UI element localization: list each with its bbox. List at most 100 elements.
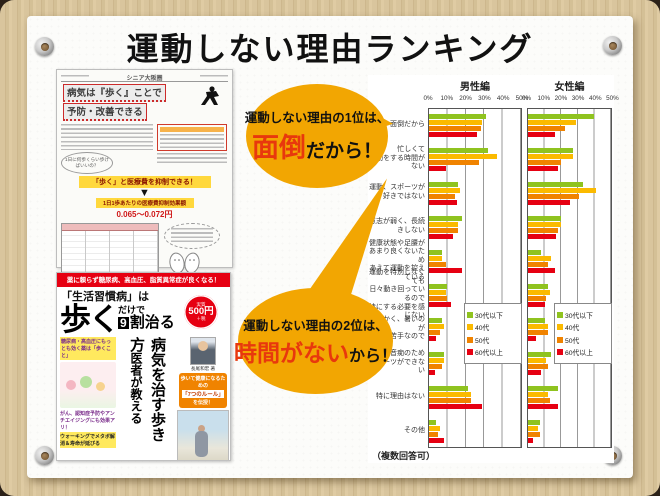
bar (528, 154, 573, 159)
bar (429, 404, 483, 409)
book-series-title: 「生活習慣病」は (61, 290, 149, 303)
bar (528, 194, 580, 199)
bar (528, 188, 597, 193)
legend-label: 60代以上 (565, 350, 593, 357)
bar (528, 148, 573, 153)
category-label: 意志が弱く、長続きしない (368, 210, 425, 244)
jogging-woman-photo (177, 409, 229, 460)
book-left-box: 糖尿病・高血圧にもっとも効く薬は「歩くこと」 (60, 336, 117, 360)
x-tick: 10% (440, 95, 454, 102)
x-tick: 40% (496, 95, 510, 102)
bar-group (429, 313, 521, 347)
category-label-line: あえて運動を控えている (369, 265, 425, 281)
bar (429, 386, 468, 391)
legend-swatch (557, 336, 563, 343)
legend-swatch (467, 311, 473, 318)
x-tick: 50% (515, 95, 529, 102)
bubble2-line1: 運動しない理由の2位は、 (243, 318, 388, 333)
bar-group (528, 313, 611, 347)
legend-label: 30代以下 (475, 312, 503, 320)
legend-swatch (557, 311, 563, 318)
bar (528, 126, 565, 131)
bar (429, 426, 441, 431)
bar (429, 364, 442, 369)
flyer-question-bubble: 1日に何歩くらい歩けばいいの？ (61, 152, 113, 174)
bar (429, 370, 435, 375)
bar (528, 256, 552, 261)
bar (429, 420, 437, 425)
flyer-red-box (157, 124, 227, 151)
speech-bubble-rank2: 運動しない理由の2位は、 時間がないから！ (234, 288, 397, 394)
bar-group (429, 177, 521, 211)
bar (429, 194, 455, 199)
grommet-bottom-left (35, 446, 54, 465)
bar (429, 166, 446, 171)
flyer-highlight-1: 「歩く」と医療費を抑制できる！ (78, 176, 211, 188)
bar-group (528, 177, 611, 211)
bar-group (429, 109, 521, 143)
bar-group (429, 245, 521, 279)
bar (528, 420, 540, 425)
bar-group (528, 347, 611, 381)
bar (429, 392, 472, 397)
bar (429, 182, 459, 187)
bar (528, 182, 583, 187)
bar (528, 114, 595, 119)
legend-swatch (467, 324, 473, 330)
x-tick: 20% (554, 95, 568, 102)
flyer-masthead: シニア大阪圏 (126, 75, 163, 82)
legend-male: 30代以下 40代 50代 60代以上 (464, 303, 522, 364)
bubble1-highlight: 面倒 (251, 133, 306, 163)
down-arrow-icon: ▼ (139, 187, 150, 199)
flyer-body: 1日に何歩くらい歩けばいいの？ (61, 124, 228, 174)
category-label-line: 汗をかく、暑いのが (369, 316, 425, 332)
speech-bubble-rank1: 運動しない理由の1位は、 面倒だから！ (245, 84, 389, 188)
book-title-number: 9 (118, 315, 129, 330)
bar (429, 120, 483, 125)
legend-swatch (557, 324, 563, 330)
bar (429, 228, 459, 233)
bar (429, 302, 452, 307)
category-label-line: 特にする必要を感じない (368, 303, 425, 320)
legend-item: 30代以下 (467, 310, 519, 320)
category-labels: 面倒だから 忙しくて 運動をする時間がない 運動、スポーツが 好きではない 意志が弱く、長… (368, 108, 425, 448)
bar (429, 438, 444, 443)
x-tick: 0% (522, 95, 532, 102)
bubble1-suffix: だから！ (305, 141, 382, 162)
bar (429, 398, 472, 403)
bar (528, 216, 562, 221)
category-label: 運動、スポーツが 好きではない (368, 176, 425, 210)
book-middle: 糖尿病・高血圧にもっとも効く薬は「歩くこと」 がん、認知症予防やアンチエイジング… (57, 335, 230, 460)
bar (528, 290, 550, 295)
grommet-top-right (603, 36, 622, 55)
bar (429, 318, 442, 323)
bar (429, 336, 437, 341)
bar (528, 160, 562, 165)
legend-swatch (557, 349, 563, 355)
slide-card: 運動しない理由ランキング シニア大阪圏 病気は『歩く』ことで 予防・改善できる (27, 16, 633, 478)
book-title-mid: だけで (118, 304, 146, 315)
x-ticks-male: 0% 10% 20% 30% 40% 50% (419, 95, 531, 102)
flyer-title-line2: 予防・改善できる (63, 103, 147, 121)
category-label-line: 運動、スポーツが (369, 184, 425, 192)
bar (528, 268, 555, 273)
category-label-line: 運動を特別しなくても (369, 269, 425, 285)
bar-group (429, 143, 521, 177)
legend-item: 60代以上 (557, 347, 609, 357)
bar (528, 284, 548, 289)
bar (429, 262, 446, 267)
category-label-line: 忙しくて (397, 146, 425, 154)
bar (528, 318, 545, 323)
flyer-bottom (61, 223, 228, 277)
bar (528, 426, 538, 431)
walking-person-icon (198, 86, 224, 106)
bar (528, 386, 558, 391)
bar-group (528, 415, 611, 449)
bar (528, 200, 570, 205)
legend-label: 50代 (475, 337, 490, 345)
x-ticks-female: 0% 10% 20% 30% 40% 50% (518, 95, 621, 102)
feet-speech-bubble (164, 223, 220, 249)
bar (528, 352, 552, 357)
bar (429, 324, 444, 329)
